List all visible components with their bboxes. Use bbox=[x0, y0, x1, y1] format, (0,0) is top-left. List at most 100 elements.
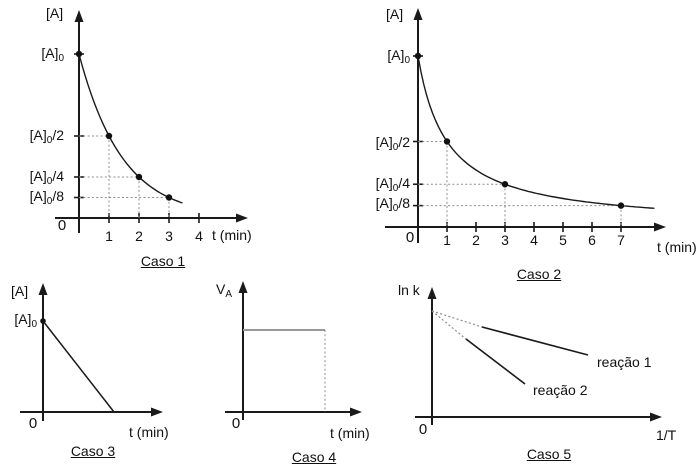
caso1-ytick-label: [A]0 bbox=[0, 45, 64, 67]
label-suffix: /8 bbox=[398, 195, 410, 211]
label-base: V bbox=[216, 281, 226, 297]
caso2-ytick-label: [A]0/4 bbox=[337, 175, 410, 197]
label-sub: 0 bbox=[46, 176, 53, 187]
caso3-y-axis-label: [A] bbox=[11, 283, 29, 299]
data-point bbox=[414, 52, 422, 60]
decay-curve bbox=[417, 55, 655, 209]
caso1-xtick-label: 3 bbox=[165, 228, 173, 244]
label-base: [A] bbox=[14, 311, 32, 327]
label-suffix: /4 bbox=[52, 168, 64, 184]
label-base: [A] bbox=[29, 168, 47, 184]
data-point bbox=[135, 173, 143, 181]
label-sub: 0 bbox=[31, 319, 37, 330]
caso5-series-label-reacao-2: reação 2 bbox=[533, 382, 588, 398]
caso1-xtick-label: 4 bbox=[195, 228, 203, 244]
data-point bbox=[617, 202, 625, 209]
data-point bbox=[165, 194, 173, 201]
label-suffix: /2 bbox=[52, 127, 64, 143]
label-base: [A] bbox=[375, 195, 393, 211]
label-suffix: /2 bbox=[398, 134, 410, 150]
caso5-origin-label: 0 bbox=[418, 421, 428, 438]
caso2-xtick-label: 5 bbox=[559, 232, 567, 248]
caso5-y-axis-label: ln k bbox=[398, 282, 420, 298]
caso2-xtick-label: 4 bbox=[530, 232, 538, 248]
y-axis-arrowhead bbox=[413, 8, 423, 20]
label-sub: 0 bbox=[392, 183, 399, 194]
caso2-y-axis-label: [A] bbox=[386, 6, 404, 22]
caso3-origin-label: 0 bbox=[28, 415, 38, 432]
caso2-xtick-label: 7 bbox=[617, 232, 625, 248]
caso1-ytick-label: [A]0/4 bbox=[0, 168, 64, 190]
label-base: [A] bbox=[29, 188, 47, 204]
caso3-y-intercept-label: [A]0 bbox=[0, 311, 37, 333]
extrapolation-dotted-1 bbox=[431, 310, 483, 328]
linear-decay-line bbox=[42, 320, 115, 413]
caso2-x-axis-label: t (min) bbox=[657, 239, 697, 255]
y-axis-arrowhead bbox=[238, 281, 248, 293]
caso1-ytick-label: [A]0/8 bbox=[0, 188, 64, 210]
caso2-xtick-label: 6 bbox=[588, 232, 596, 248]
reaction-line-1 bbox=[481, 326, 589, 356]
caso4-title: Caso 4 bbox=[291, 449, 337, 465]
caso1-x-axis-label: t (min) bbox=[212, 227, 252, 243]
label-base: [A] bbox=[375, 175, 393, 191]
data-point bbox=[75, 50, 83, 58]
caso1-ytick-label: [A]0/2 bbox=[0, 127, 64, 149]
caso2-ytick-label: [A]0/2 bbox=[337, 134, 410, 156]
caso3-x-axis-label: t (min) bbox=[129, 424, 169, 440]
caso-3-plot bbox=[20, 283, 163, 421]
x-axis-arrowhead bbox=[151, 407, 163, 417]
label-sub: A bbox=[225, 289, 233, 300]
label-sub: 0 bbox=[404, 55, 410, 66]
data-point bbox=[105, 132, 113, 140]
y-axis-arrowhead bbox=[38, 283, 48, 295]
caso-1-plot bbox=[55, 10, 248, 233]
caso1-xtick-label: 2 bbox=[135, 228, 143, 244]
caso1-origin-label: 0 bbox=[57, 217, 67, 234]
label-suffix: /4 bbox=[398, 175, 410, 191]
label-sub: 0 bbox=[392, 203, 399, 214]
caso-2-plot bbox=[385, 8, 666, 243]
x-axis-arrowhead bbox=[650, 412, 662, 422]
label-base: [A] bbox=[29, 127, 47, 143]
caso2-xtick-label: 1 bbox=[443, 232, 451, 248]
x-axis-arrowhead bbox=[236, 213, 248, 223]
caso4-origin-label: 0 bbox=[231, 415, 241, 432]
label-sub: 0 bbox=[46, 196, 53, 207]
caso1-y-axis-label: [A] bbox=[46, 5, 64, 21]
label-base: [A] bbox=[41, 45, 59, 61]
caso2-origin-label: 0 bbox=[405, 229, 415, 246]
caso1-title: Caso 1 bbox=[140, 253, 186, 269]
extrapolation-dotted-2 bbox=[431, 310, 467, 340]
caso3-title: Caso 3 bbox=[70, 443, 116, 459]
decay-curve bbox=[78, 53, 183, 204]
x-axis-arrowhead bbox=[654, 222, 666, 232]
caso2-ytick-label: [A]0/8 bbox=[337, 195, 410, 217]
caso2-ytick-label: [A]0 bbox=[337, 47, 410, 69]
x-axis-arrowhead bbox=[350, 407, 362, 417]
label-base: [A] bbox=[387, 47, 405, 63]
label-sub: 0 bbox=[58, 53, 64, 64]
caso4-y-axis-label: VA bbox=[216, 281, 232, 303]
caso-5-plot bbox=[415, 287, 662, 425]
data-point bbox=[501, 181, 509, 188]
label-base: [A] bbox=[375, 134, 393, 150]
caso2-title: Caso 2 bbox=[516, 266, 562, 282]
caso-4-plot bbox=[225, 281, 362, 420]
caso4-x-axis-label: t (min) bbox=[330, 425, 370, 441]
y-axis-arrowhead bbox=[74, 10, 84, 22]
caso5-title: Caso 5 bbox=[526, 446, 572, 462]
label-sub: 0 bbox=[392, 142, 399, 153]
caso2-xtick-label: 2 bbox=[472, 232, 480, 248]
caso2-xtick-label: 3 bbox=[501, 232, 509, 248]
label-sub: 0 bbox=[46, 135, 53, 146]
caso1-xtick-label: 1 bbox=[105, 228, 113, 244]
label-suffix: /8 bbox=[52, 188, 64, 204]
y-axis-arrowhead bbox=[427, 287, 437, 299]
reaction-line-2 bbox=[465, 338, 526, 385]
data-point bbox=[443, 138, 451, 145]
caso5-series-label-reacao-1: reação 1 bbox=[597, 354, 652, 370]
caso5-x-axis-label: 1/T bbox=[656, 427, 677, 443]
